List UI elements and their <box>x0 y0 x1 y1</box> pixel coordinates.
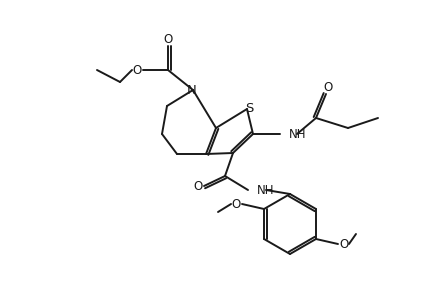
Text: NH: NH <box>256 184 274 196</box>
Text: O: O <box>322 80 332 94</box>
Text: O: O <box>163 33 172 45</box>
Text: S: S <box>244 102 253 114</box>
Text: O: O <box>231 198 240 210</box>
Text: NH: NH <box>288 128 306 140</box>
Text: O: O <box>132 63 141 76</box>
Text: O: O <box>339 237 348 251</box>
Text: O: O <box>193 180 202 194</box>
Text: N: N <box>187 84 197 96</box>
